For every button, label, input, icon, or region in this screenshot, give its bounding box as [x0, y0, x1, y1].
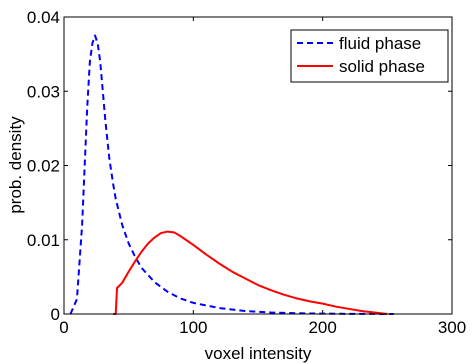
series-line-fluid	[69, 34, 394, 315]
y-tick-label: 0	[51, 305, 60, 324]
legend-label-solid: solid phase	[339, 57, 425, 76]
x-axis-title: voxel intensity	[205, 344, 312, 363]
series-layer	[69, 34, 394, 315]
y-tick-label: 0.02	[27, 157, 60, 176]
y-tick-label: 0.04	[27, 8, 60, 27]
x-tick-label: 0	[59, 318, 68, 337]
y-axis-title: prob. density	[6, 116, 25, 214]
x-tick-label: 300	[438, 318, 466, 337]
legend-label-fluid: fluid phase	[339, 34, 421, 53]
series-line-solid	[113, 230, 388, 315]
ticks-layer: 0 100 200 300 0 0.01 0.02 0.03 0.04	[27, 8, 466, 337]
x-tick-label: 100	[179, 318, 207, 337]
y-tick-label: 0.01	[27, 231, 60, 250]
legend-box	[290, 29, 449, 83]
x-tick-label: 200	[308, 318, 336, 337]
y-tick-label: 0.03	[27, 82, 60, 101]
legend: fluid phase solid phase	[290, 29, 449, 83]
